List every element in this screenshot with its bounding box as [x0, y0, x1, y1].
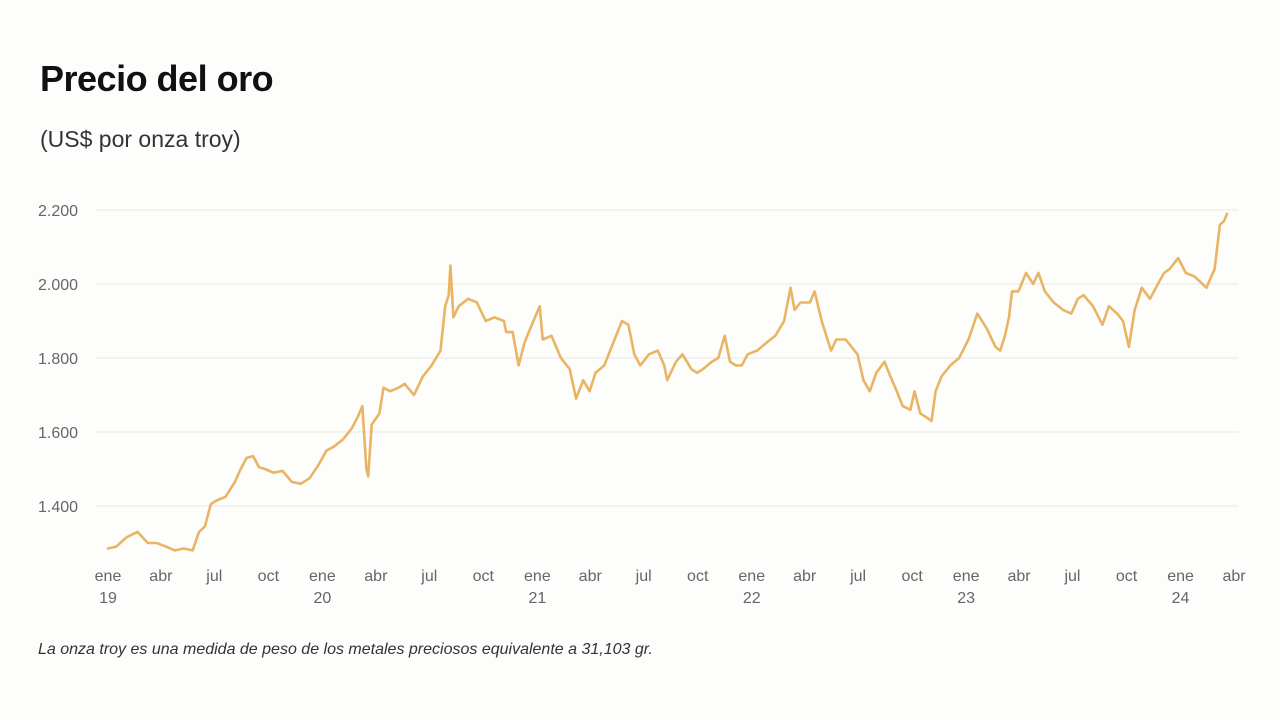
x-tick-year-label: 24 — [1172, 590, 1190, 607]
x-tick-label: ene — [738, 568, 765, 585]
x-tick-label: ene — [524, 568, 551, 585]
x-tick-label: ene — [95, 568, 122, 585]
y-axis: 1.400 1.600 1.800 2.000 2.200 — [38, 203, 78, 516]
x-tick-label: oct — [687, 568, 709, 585]
x-tick-label: oct — [901, 568, 923, 585]
x-tick-label: jul — [1063, 568, 1080, 585]
y-tick-label: 2.200 — [38, 203, 78, 220]
x-tick-label: abr — [579, 568, 603, 585]
grid-layer — [96, 209, 1238, 507]
x-tick-label: abr — [793, 568, 817, 585]
x-tick-year-label: 19 — [99, 590, 117, 607]
x-tick-year-label: 21 — [528, 590, 546, 607]
x-tick-label: jul — [420, 568, 437, 585]
x-tick-label: jul — [849, 568, 866, 585]
x-tick-label: oct — [473, 568, 495, 585]
chart-subtitle: (US$ por onza troy) — [40, 126, 241, 152]
x-tick-year-label: 22 — [743, 590, 761, 607]
x-tick-year-label: 23 — [957, 590, 975, 607]
x-tick-label: abr — [364, 568, 388, 585]
footnote: La onza troy es una medida de peso de lo… — [38, 641, 653, 658]
series-line-gold-price — [106, 212, 1229, 552]
x-tick-label: ene — [1167, 568, 1194, 585]
x-tick-label: ene — [953, 568, 980, 585]
series-layer — [106, 212, 1229, 552]
chart-title: Precio del oro — [40, 58, 274, 99]
x-tick-label: ene — [309, 568, 336, 585]
x-tick-label: jul — [205, 568, 222, 585]
y-tick-label: 1.800 — [38, 351, 78, 368]
x-tick-label: oct — [258, 568, 280, 585]
y-tick-label: 2.000 — [38, 277, 78, 294]
y-tick-label: 1.400 — [38, 499, 78, 516]
x-axis: ene 19 abr jul oct ene 20 abr jul oct ene 21 abr jul o… — [95, 568, 1247, 607]
x-tick-label: jul — [635, 568, 652, 585]
x-tick-label: abr — [1007, 568, 1031, 585]
y-tick-label: 1.600 — [38, 425, 78, 442]
x-tick-year-label: 20 — [313, 590, 331, 607]
x-tick-label: abr — [149, 568, 173, 585]
x-tick-label: oct — [1116, 568, 1138, 585]
x-tick-label: abr — [1222, 568, 1246, 585]
